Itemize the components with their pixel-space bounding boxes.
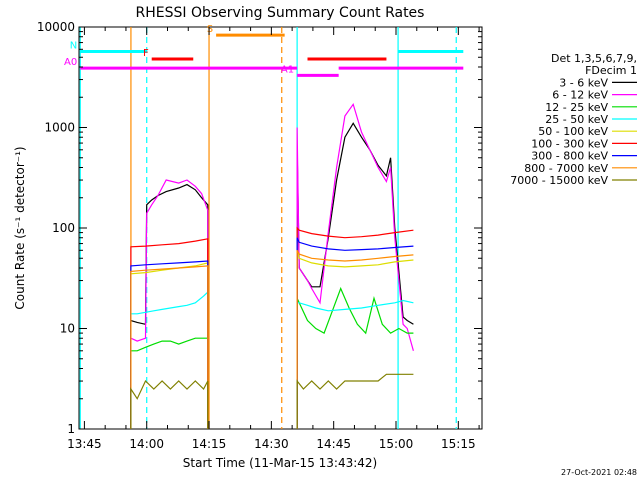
x-tick-label: 14:15 xyxy=(192,437,227,451)
flag-label: N xyxy=(70,41,77,52)
legend-entry: 300 - 800 keV xyxy=(531,150,608,163)
y-tick-label: 100 xyxy=(52,221,75,235)
series-line-2 xyxy=(130,286,414,429)
vertical-markers xyxy=(79,27,457,429)
flag-label: A0 xyxy=(64,57,77,68)
legend-entry: 800 - 7000 keV xyxy=(524,162,608,175)
series-line-3 xyxy=(130,290,414,429)
chart-title: RHESSI Observing Summary Count Rates xyxy=(136,5,425,21)
series-line-7 xyxy=(130,250,414,429)
legend-entry: 6 - 12 keV xyxy=(552,89,608,102)
legend-header: Det 1,3,5,6,7,9, xyxy=(551,52,637,65)
legend-header: FDecim 1 xyxy=(585,64,637,77)
flag-label: F xyxy=(143,48,149,59)
x-tick-label: 14:45 xyxy=(316,437,351,451)
legend-entry: 12 - 25 keV xyxy=(545,101,608,114)
legend-entry: 7000 - 15000 keV xyxy=(510,174,608,187)
series-lines xyxy=(130,102,414,429)
series-line-8 xyxy=(130,373,414,429)
y-axis-ticks: 1 10 100 1000 10000 xyxy=(37,20,482,436)
x-tick-label: 15:15 xyxy=(441,437,476,451)
legend-entry: 100 - 300 keV xyxy=(531,137,608,150)
y-tick-label: 10000 xyxy=(37,20,75,34)
flag-label: S xyxy=(207,24,213,35)
y-tick-label: 1 xyxy=(67,422,75,436)
series-line-4 xyxy=(130,250,414,429)
legend-entry: 50 - 100 keV xyxy=(538,125,608,138)
x-axis-ticks: 13:45 14:00 14:15 14:30 14:45 15:00 15:15 xyxy=(67,27,480,451)
flag-bars: N S F A1 A0 xyxy=(64,24,464,77)
series-line-6 xyxy=(130,237,414,429)
x-axis-label: Start Time (11-Mar-15 13:43:42) xyxy=(183,456,377,470)
x-tick-label: 14:00 xyxy=(129,437,164,451)
legend-entry: 3 - 6 keV xyxy=(559,76,608,89)
y-axis-label: Count Rate (s⁻¹ detector⁻¹) xyxy=(13,146,27,309)
timestamp: 27-Oct-2021 02:48 xyxy=(561,468,637,477)
x-tick-label: 15:00 xyxy=(379,437,414,451)
x-tick-label: 13:45 xyxy=(67,437,102,451)
series-line-0 xyxy=(130,122,414,429)
y-tick-label: 10 xyxy=(60,322,75,336)
flag-label: A1 xyxy=(281,64,294,75)
legend-entry: 25 - 50 keV xyxy=(545,113,608,126)
series-line-5 xyxy=(130,226,414,429)
y-tick-label: 1000 xyxy=(44,121,75,135)
plot-frame xyxy=(78,26,483,430)
series-line-1 xyxy=(130,102,414,429)
x-tick-label: 14:30 xyxy=(254,437,289,451)
